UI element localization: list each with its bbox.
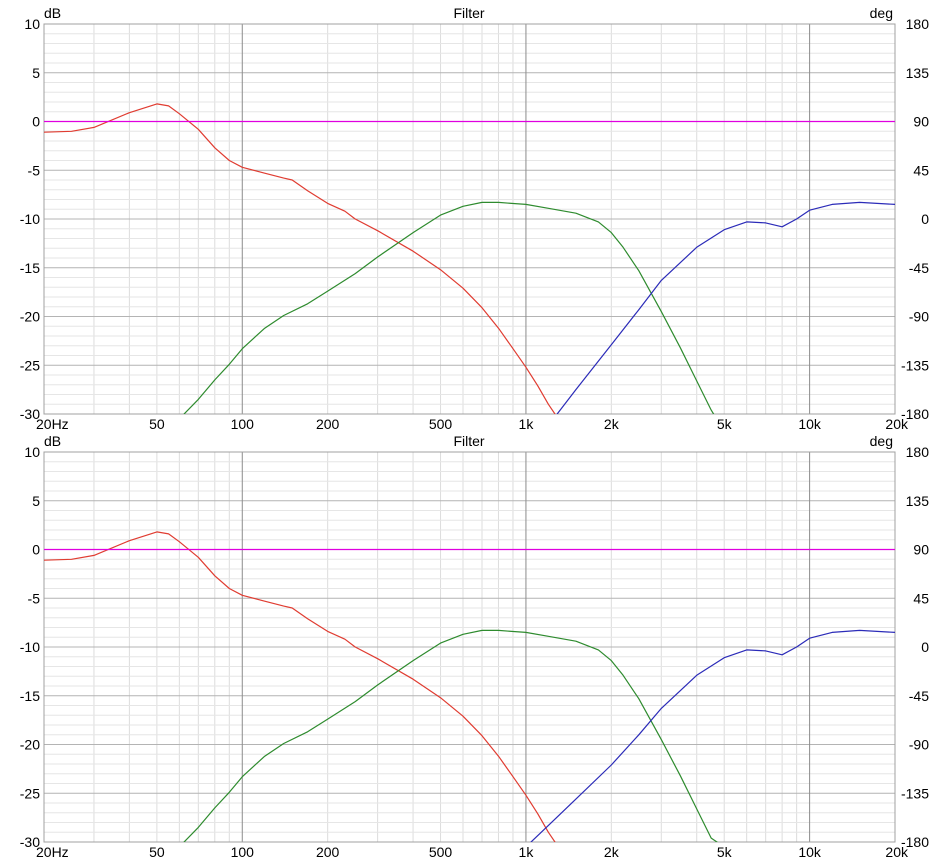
y-tick-label: 5	[32, 65, 40, 81]
woofer-response-line	[44, 531, 556, 842]
y2-tick-label: 180	[906, 444, 930, 460]
x-tick-label: 20k	[885, 844, 909, 858]
y2-tick-label: 90	[913, 114, 929, 130]
x-tick-label: 1k	[519, 416, 535, 430]
y-tick-label: -30	[20, 834, 40, 850]
y-tick-label: 5	[32, 493, 40, 509]
y2-axis-unit-label: deg	[870, 433, 893, 449]
y-tick-label: -5	[28, 162, 41, 178]
y2-tick-label: -45	[909, 688, 929, 704]
midrange-response-line	[183, 629, 719, 842]
x-tick-label: 20k	[885, 416, 909, 430]
filter-chart-top: 10 5 0 -5 -10 -15 -20 -25 -30 180 135 90 45 0 -45 -90 -1…	[0, 0, 935, 432]
chart-title: Filter	[453, 433, 484, 449]
y2-tick-label: -180	[901, 834, 929, 850]
x-tick-label: 2k	[604, 416, 620, 430]
y-tick-label: -25	[20, 785, 40, 801]
y-tick-label: 10	[24, 444, 40, 460]
x-tick-label: 200	[316, 844, 340, 858]
x-tick-label: 20Hz	[36, 844, 69, 858]
x-tick-label: 500	[429, 416, 453, 430]
x-tick-label: 5k	[717, 844, 733, 858]
x-tick-label: 2k	[604, 844, 620, 858]
y-tick-label: -15	[20, 260, 40, 276]
x-tick-label: 100	[231, 844, 255, 858]
x-tick-label: 50	[149, 844, 165, 858]
y2-tick-label: 180	[906, 16, 930, 32]
y2-tick-label: 45	[913, 590, 929, 606]
y2-tick-label: -90	[909, 737, 929, 753]
y2-tick-label: -45	[909, 260, 929, 276]
x-tick-label: 1k	[519, 844, 535, 858]
midrange-response-line	[183, 201, 715, 414]
x-tick-label: 50	[149, 416, 165, 430]
y-tick-label: -30	[20, 406, 40, 422]
y-tick-label: -10	[20, 211, 40, 227]
x-tick-label: 10k	[798, 844, 822, 858]
x-tick-label: 100	[231, 416, 255, 430]
y2-tick-label: 135	[906, 65, 930, 81]
y2-tick-label: 0	[921, 639, 929, 655]
x-tick-label: 20Hz	[36, 416, 69, 430]
y-tick-label: -25	[20, 357, 40, 373]
y2-tick-label: 45	[913, 162, 929, 178]
y2-axis-unit-label: deg	[870, 5, 893, 21]
filter-chart-bottom: 10 5 0 -5 -10 -15 -20 -25 -30 180 135 90 45 0 -45 -90 -1…	[0, 428, 935, 860]
y2-tick-label: -135	[901, 785, 929, 801]
y-tick-label: -15	[20, 688, 40, 704]
x-tick-label: 5k	[717, 416, 733, 430]
plot-frame	[43, 451, 896, 843]
y2-tick-label: 0	[921, 211, 929, 227]
y-tick-label: -20	[20, 309, 40, 325]
y-axis-unit-label: dB	[44, 433, 61, 449]
y2-tick-label: -90	[909, 309, 929, 325]
y-tick-label: -10	[20, 639, 40, 655]
x-tick-label: 500	[429, 844, 453, 858]
woofer-response-line	[44, 103, 556, 414]
y2-tick-label: 90	[913, 542, 929, 558]
x-tick-label: 10k	[798, 416, 822, 430]
y-tick-label: -20	[20, 737, 40, 753]
tweeter-response-line	[556, 201, 895, 414]
filter-chart-bottom-svg: 1050-5-10-15-20-25-3018013590450-45-90-1…	[20, 433, 930, 860]
x-tick-label: 200	[316, 416, 340, 430]
y2-tick-label: -180	[901, 406, 929, 422]
chart-title: Filter	[453, 5, 484, 21]
filter-chart-top-svg: 1050-5-10-15-20-25-3018013590450-45-90-1…	[20, 5, 930, 432]
y2-tick-label: 135	[906, 493, 930, 509]
y-axis-unit-label: dB	[44, 5, 61, 21]
y-tick-label: 10	[24, 16, 40, 32]
y-tick-label: -5	[28, 590, 41, 606]
plot-frame	[43, 23, 896, 415]
y-tick-label: 0	[32, 542, 40, 558]
y2-tick-label: -135	[901, 357, 929, 373]
tweeter-response-line	[530, 629, 895, 842]
y-tick-label: 0	[32, 114, 40, 130]
